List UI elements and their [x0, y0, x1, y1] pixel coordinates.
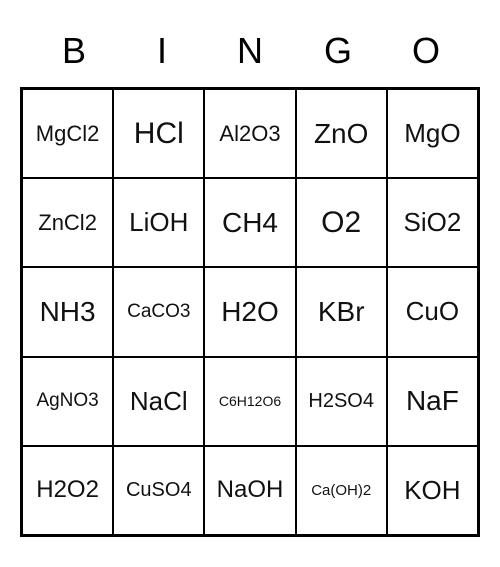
- header-letter-n: N: [206, 30, 294, 72]
- bingo-cell[interactable]: H2SO4: [296, 357, 387, 446]
- bingo-cell[interactable]: H2O: [204, 267, 295, 356]
- bingo-cell[interactable]: KBr: [296, 267, 387, 356]
- header-letter-g: G: [294, 30, 382, 72]
- bingo-cell[interactable]: H2O2: [22, 446, 113, 535]
- bingo-header-row: B I N G O: [20, 30, 480, 87]
- bingo-cell[interactable]: ZnCl2: [22, 178, 113, 267]
- header-letter-o: O: [382, 30, 470, 72]
- bingo-cell[interactable]: LiOH: [113, 178, 204, 267]
- bingo-cell[interactable]: AgNO3: [22, 357, 113, 446]
- bingo-cell[interactable]: NH3: [22, 267, 113, 356]
- bingo-cell[interactable]: HCl: [113, 89, 204, 178]
- bingo-cell[interactable]: ZnO: [296, 89, 387, 178]
- bingo-grid: MgCl2HClAl2O3ZnOMgO ZnCl2LiOHCH4O2SiO2 NH3…: [20, 87, 480, 537]
- header-letter-i: I: [118, 30, 206, 72]
- bingo-card: B I N G O MgCl2HClAl2O3ZnOMgO ZnCl2LiOHCH…: [20, 30, 480, 537]
- bingo-cell[interactable]: O2: [296, 178, 387, 267]
- bingo-cell[interactable]: MgO: [387, 89, 478, 178]
- bingo-cell[interactable]: CH4: [204, 178, 295, 267]
- bingo-cell[interactable]: NaF: [387, 357, 478, 446]
- bingo-cell[interactable]: MgCl2: [22, 89, 113, 178]
- bingo-cell[interactable]: KOH: [387, 446, 478, 535]
- bingo-cell[interactable]: C6H12O6: [204, 357, 295, 446]
- bingo-cell[interactable]: Al2O3: [204, 89, 295, 178]
- header-letter-b: B: [30, 30, 118, 72]
- bingo-cell[interactable]: CuSO4: [113, 446, 204, 535]
- bingo-cell[interactable]: CaCO3: [113, 267, 204, 356]
- bingo-cell[interactable]: SiO2: [387, 178, 478, 267]
- bingo-cell[interactable]: NaCl: [113, 357, 204, 446]
- bingo-cell[interactable]: Ca(OH)2: [296, 446, 387, 535]
- bingo-cell[interactable]: CuO: [387, 267, 478, 356]
- bingo-cell[interactable]: NaOH: [204, 446, 295, 535]
